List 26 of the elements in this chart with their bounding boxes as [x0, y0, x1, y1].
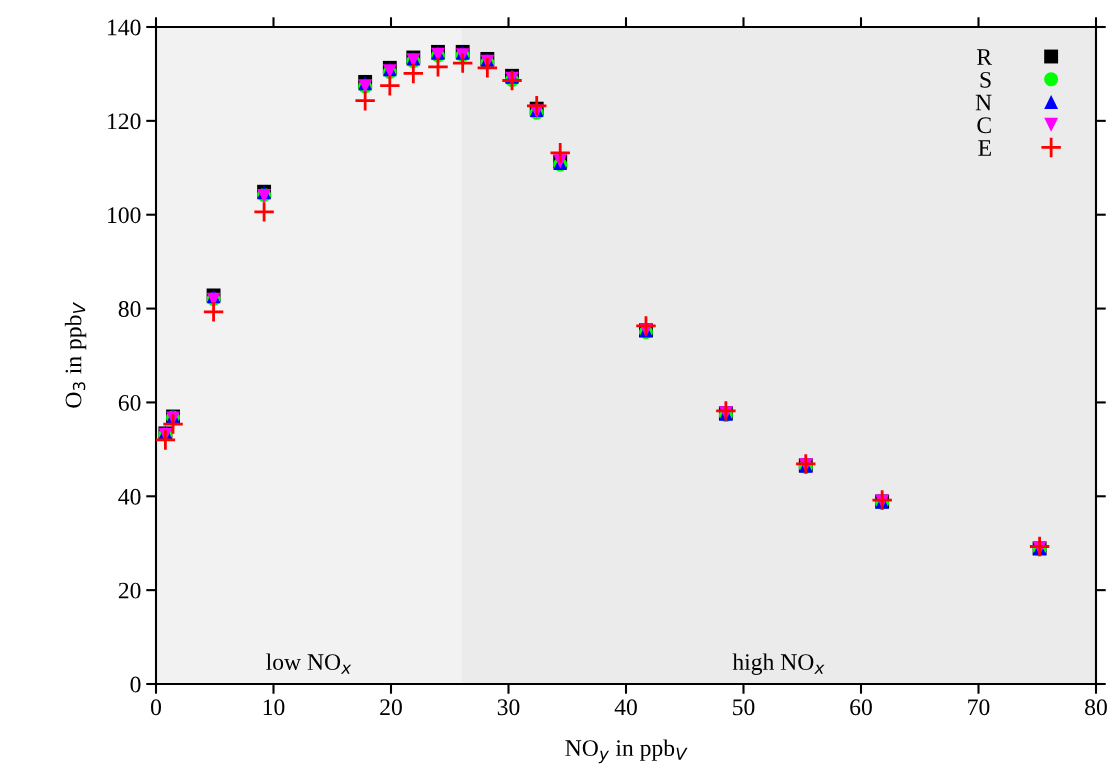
x-tick-label: 10: [263, 699, 285, 716]
x-tick-label: 0: [151, 699, 161, 716]
y-tick-label: 60: [118, 394, 141, 411]
y-tick-label: 120: [108, 113, 141, 130]
x-tick-label: 20: [380, 699, 402, 716]
legend-label: S: [980, 71, 991, 88]
band-label: high NO$_{x}$: [732, 653, 825, 675]
x-axis-title: NO$_{y}$ in ppb$_{V}$: [565, 739, 688, 764]
legend-label: R: [977, 49, 993, 65]
y-axis-title: O$_{3}$ in ppb$_{V}$: [64, 302, 87, 408]
legend-label: C: [977, 117, 991, 134]
y-tick-label: 100: [108, 207, 141, 224]
y-tick-label: 20: [118, 582, 141, 599]
legend-label: N: [975, 94, 992, 111]
y-tick-label: 0: [130, 676, 141, 693]
x-tick-label: 70: [968, 699, 990, 716]
x-tick-label: 30: [497, 699, 520, 716]
band-label: low NO$_{x}$: [266, 653, 352, 674]
x-tick-label: 80: [1085, 699, 1107, 716]
x-tick-label: 60: [850, 699, 872, 716]
y-tick-label: 80: [118, 301, 141, 317]
x-tick-label: 40: [614, 699, 637, 716]
x-tick-label: 50: [733, 699, 755, 716]
y-tick-label: 140: [108, 19, 141, 36]
legend-label: E: [978, 140, 991, 156]
y-tick-label: 40: [118, 488, 141, 505]
